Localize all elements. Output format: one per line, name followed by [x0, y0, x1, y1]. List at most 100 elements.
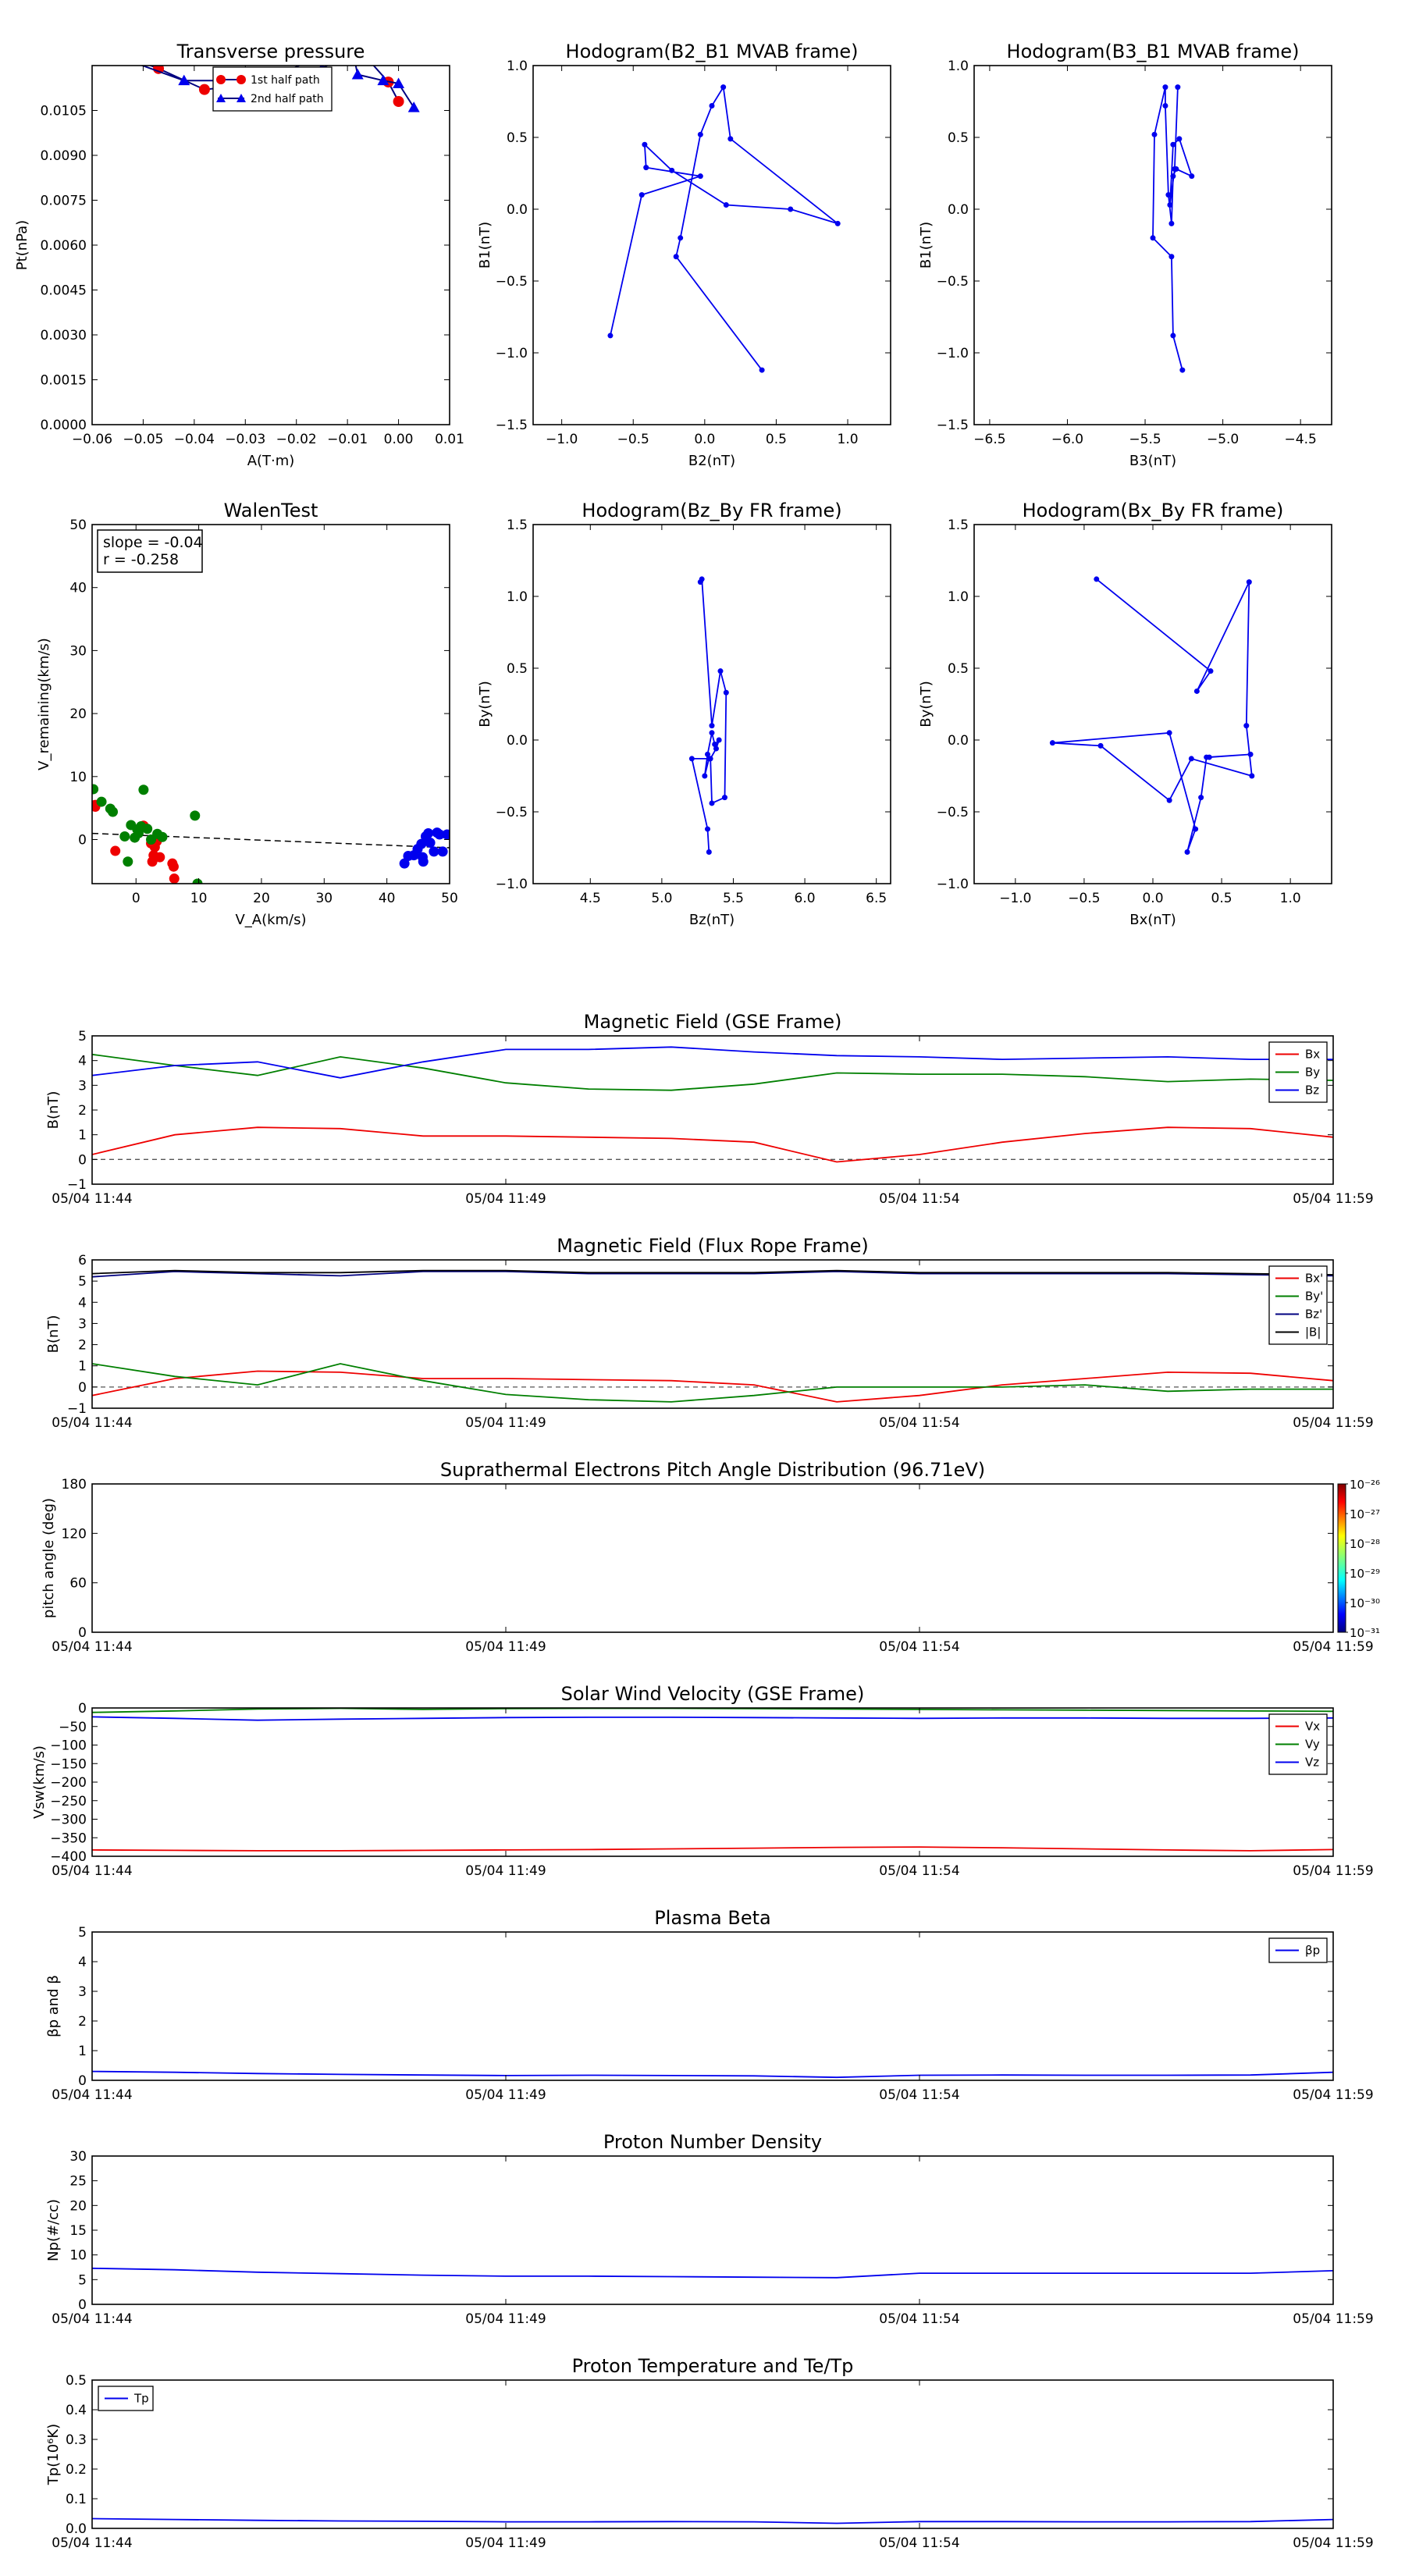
y-tick-label: 0.5 [66, 2373, 87, 2389]
chart-walen: 0 10 20 30 40 50 0 10 20 30 40 50 WalenTest V_A(km/s)… [36, 500, 458, 928]
y-tick-label: 2 [78, 1338, 87, 1354]
data-point [607, 333, 614, 339]
x-tick-label: 05/04 11:59 [1293, 2311, 1373, 2327]
y-tick-label: 10 [69, 770, 87, 785]
y-tick-label: 1 [78, 1128, 87, 1144]
data-point [1176, 136, 1183, 142]
y-tick-label: 20 [69, 706, 87, 722]
data-point-red [168, 861, 179, 872]
y-tick-label: 0.0 [948, 202, 969, 218]
legend-box [1268, 1265, 1328, 1345]
data-point-green [138, 785, 149, 795]
data-point [1162, 84, 1168, 91]
y-tick-label: 0.0 [507, 202, 528, 218]
data-point-blue [434, 829, 445, 840]
data-point [1184, 849, 1190, 856]
data-point-red [147, 856, 158, 867]
x-tick-label: 05/04 11:59 [1293, 2535, 1373, 2551]
legend-label: 2nd half path [251, 93, 324, 105]
axes-frame [91, 2155, 1334, 2305]
x-axis-label: V_A(km/s) [235, 912, 306, 928]
legend-label: By [1305, 1066, 1320, 1080]
y-tick-label: −350 [50, 1831, 87, 1846]
y-tick-label: 3 [78, 1316, 87, 1332]
x-tick-label: 05/04 11:59 [1293, 1415, 1373, 1431]
y-tick-label: −400 [50, 1849, 87, 1865]
legend-box [212, 66, 333, 112]
x-tick-label: 0.0 [694, 432, 715, 447]
y-tick-label: −200 [50, 1775, 87, 1791]
chart-title: Hodogram(B3_B1 MVAB frame) [1007, 41, 1300, 62]
x-tick-label: −0.05 [123, 432, 163, 447]
x-tick-label: 05/04 11:44 [52, 2311, 132, 2327]
data-point-red [155, 852, 165, 863]
y-tick-label: −1 [67, 1401, 87, 1417]
y-tick-label: −0.5 [937, 274, 969, 290]
data-point-green [142, 824, 153, 834]
y-tick-label: −0.5 [496, 274, 528, 290]
data-point-green [190, 810, 201, 821]
y-tick-label: 4 [78, 1295, 87, 1311]
data-point-triangle [377, 74, 389, 86]
y-axis-label: B1(nT) [477, 222, 493, 269]
series-line-path [1152, 87, 1193, 371]
y-tick-label: −0.5 [496, 805, 528, 820]
data-point-green [123, 856, 133, 867]
series-line-|B| [92, 1269, 1333, 1276]
axes-frame [91, 65, 450, 425]
legend-marker [216, 75, 226, 84]
legend-label: Bx' [1305, 1272, 1323, 1286]
data-point [1094, 576, 1100, 582]
x-tick-label: 05/04 11:49 [465, 2311, 546, 2327]
y-tick-label: −250 [50, 1794, 87, 1809]
data-point-triangle [178, 74, 190, 86]
y-tick-label: 4 [78, 1955, 87, 1970]
data-point [713, 745, 719, 752]
chart-h3: 4.5 5.0 5.5 6.0 6.5 −1.0 −0.5 0.0 0.5 1.0 1.5 Hodog… [477, 500, 891, 928]
data-point [678, 235, 684, 241]
data-point [1166, 730, 1172, 736]
legend-label: 1st half path [251, 74, 320, 87]
series-line-Bx' [92, 1370, 1333, 1403]
x-tick-label: −6.5 [973, 432, 1005, 447]
y-tick-label: 1.0 [507, 59, 528, 74]
data-point [1162, 103, 1168, 109]
x-axis-label: B3(nT) [1129, 453, 1176, 469]
axes-frame [91, 1035, 1334, 1185]
data-point-green [119, 831, 130, 841]
series-line-Bx [92, 1126, 1333, 1163]
series-line-Bz [92, 1046, 1333, 1079]
y-tick-label: 3 [78, 1984, 87, 2000]
x-tick-label: 05/04 11:49 [465, 1191, 546, 1207]
data-point [759, 367, 765, 373]
data-point-red [169, 873, 180, 884]
y-tick-label: 60 [69, 1576, 87, 1592]
annotation-text: slope = -0.04 [103, 534, 203, 551]
x-tick-label: 0.5 [766, 432, 787, 447]
legend-marker [237, 75, 246, 84]
axes-frame [532, 524, 891, 884]
x-tick-label: 05/04 11:44 [52, 1639, 132, 1655]
y-tick-label: 2 [78, 1103, 87, 1119]
y-tick-label: −1.5 [496, 418, 528, 433]
legend-marker [216, 94, 226, 102]
data-point [705, 826, 711, 832]
data-point [1189, 173, 1195, 180]
x-tick-label: 05/04 11:59 [1293, 2087, 1373, 2103]
series-line-2nd half path [140, 66, 415, 109]
chart-title: Transverse pressure [176, 41, 365, 62]
x-tick-label: 05/04 11:44 [52, 1191, 132, 1207]
y-tick-label: 0.5 [507, 130, 528, 146]
legend-label: By' [1305, 1290, 1323, 1304]
y-tick-label: 10 [69, 2248, 87, 2264]
x-tick-label: 0.0 [1142, 891, 1163, 906]
x-tick-label: −0.03 [225, 432, 265, 447]
series-line-Np [92, 2267, 1333, 2279]
series-line-path [1052, 578, 1253, 852]
chart-title: Magnetic Field (Flux Rope Frame) [557, 1235, 868, 1257]
x-tick-label: 05/04 11:49 [465, 2535, 546, 2551]
x-tick-label: 0.5 [1211, 891, 1232, 906]
chart-title: Plasma Beta [654, 1907, 770, 1929]
y-tick-label: 0 [78, 1380, 87, 1396]
y-tick-label: 5 [78, 1925, 87, 1941]
